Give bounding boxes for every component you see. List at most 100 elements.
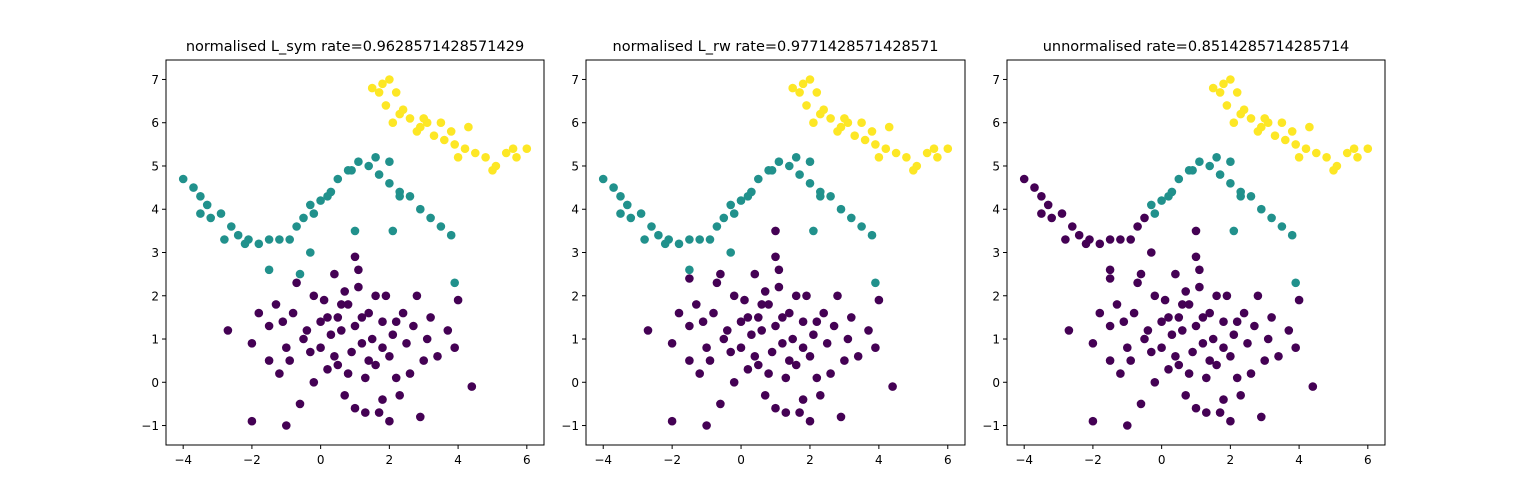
data-point-cluster-2	[891, 148, 901, 158]
data-point-cluster-1	[805, 157, 815, 166]
data-point-cluster-2	[812, 88, 822, 97]
data-point-cluster-0	[816, 391, 825, 400]
data-point-cluster-2	[1232, 88, 1242, 97]
data-point-cluster-0	[723, 326, 732, 335]
data-point-cluster-0	[1150, 378, 1160, 387]
data-point-cluster-2	[1349, 144, 1359, 153]
data-point-cluster-2	[922, 148, 932, 158]
data-point-cluster-2	[1305, 122, 1314, 132]
data-point-cluster-2	[819, 105, 828, 114]
data-point-cluster-2	[398, 105, 408, 114]
data-point-cluster-2	[412, 127, 422, 136]
y-tick-label: 7	[992, 73, 1000, 87]
data-point-cluster-0	[453, 295, 463, 305]
data-point-cluster-0	[685, 321, 694, 331]
data-point-cluster-0	[774, 282, 784, 292]
data-point-cluster-0	[337, 326, 346, 335]
data-point-cluster-2	[381, 101, 391, 110]
data-point-cluster-0	[771, 226, 780, 236]
data-point-cluster-1	[299, 213, 308, 223]
data-point-cluster-0	[1140, 334, 1149, 344]
data-point-cluster-2	[788, 83, 797, 93]
data-point-cluster-0	[750, 269, 760, 279]
data-point-cluster-1	[374, 170, 384, 179]
data-point-cluster-2	[805, 75, 815, 84]
data-point-cluster-0	[822, 339, 832, 348]
data-point-cluster-0	[409, 321, 418, 331]
data-point-cluster-2	[1301, 144, 1311, 153]
data-point-cluster-0	[467, 382, 477, 391]
data-point-cluster-1	[1164, 192, 1173, 201]
data-point-cluster-1	[695, 235, 704, 244]
data-point-cluster-1	[626, 213, 636, 223]
data-point-cluster-1	[1287, 230, 1297, 240]
data-point-cluster-2	[378, 79, 387, 89]
data-point-cluster-1	[726, 248, 735, 257]
data-point-cluster-2	[512, 153, 521, 162]
data-point-cluster-0	[1191, 252, 1201, 262]
data-point-cluster-0	[292, 278, 301, 288]
data-point-cluster-2	[1208, 83, 1218, 93]
data-point-cluster-0	[705, 356, 715, 365]
data-point-cluster-1	[306, 248, 315, 257]
data-point-cluster-2	[833, 127, 842, 136]
data-point-cluster-0	[1222, 291, 1232, 301]
y-tick-label: 7	[571, 73, 579, 87]
data-point-cluster-0	[350, 403, 360, 413]
data-point-cluster-0	[643, 326, 653, 335]
data-point-cluster-0	[371, 360, 380, 370]
data-point-cluster-1	[654, 230, 663, 240]
data-point-cluster-1	[196, 209, 205, 218]
y-tick-label: 5	[151, 159, 159, 173]
data-point-cluster-1	[350, 226, 360, 236]
x-tick-label: 0	[317, 453, 325, 467]
data-point-cluster-0	[754, 313, 763, 322]
data-point-cluster-0	[309, 378, 319, 387]
data-point-cluster-1	[805, 179, 815, 188]
data-point-cluster-2	[850, 131, 859, 140]
data-point-cluster-0	[764, 369, 773, 378]
data-point-cluster-0	[350, 321, 360, 331]
y-tick-label: 6	[571, 116, 579, 130]
data-point-cluster-0	[330, 352, 339, 361]
data-point-cluster-1	[836, 204, 846, 214]
data-point-cluster-0	[264, 321, 274, 331]
data-point-cluster-2	[1239, 105, 1249, 114]
data-point-cluster-0	[381, 291, 391, 301]
x-tick-label: −4	[594, 453, 612, 467]
data-point-cluster-0	[374, 408, 384, 417]
data-point-cluster-0	[729, 291, 739, 301]
data-point-cluster-0	[778, 339, 787, 348]
data-point-cluster-0	[285, 356, 295, 365]
data-point-cluster-0	[1205, 308, 1214, 318]
data-point-cluster-0	[1232, 373, 1242, 383]
data-point-cluster-0	[247, 339, 257, 348]
data-point-cluster-1	[774, 157, 784, 166]
data-point-cluster-1	[364, 161, 374, 171]
data-point-cluster-0	[771, 252, 780, 262]
data-point-cluster-0	[757, 300, 766, 309]
data-point-cluster-0	[1123, 343, 1132, 353]
data-point-cluster-0	[812, 317, 822, 327]
data-point-cluster-0	[802, 291, 811, 301]
data-point-cluster-2	[1329, 166, 1338, 175]
data-point-cluster-0	[1074, 230, 1084, 240]
data-point-cluster-2	[385, 75, 394, 84]
data-point-cluster-2	[1294, 153, 1304, 162]
data-point-cluster-2	[1342, 148, 1352, 158]
data-point-cluster-0	[812, 373, 822, 383]
data-point-cluster-0	[1195, 265, 1204, 275]
data-point-cluster-0	[702, 421, 711, 430]
data-point-cluster-0	[1274, 352, 1283, 361]
data-points	[178, 75, 532, 430]
data-point-cluster-1	[847, 213, 856, 223]
data-point-cluster-0	[1164, 313, 1173, 322]
data-point-cluster-0	[309, 291, 319, 301]
data-point-cluster-1	[640, 235, 649, 244]
data-point-cluster-0	[795, 408, 804, 417]
data-point-cluster-2	[508, 144, 518, 153]
data-point-cluster-0	[450, 343, 460, 353]
data-point-cluster-0	[836, 412, 846, 422]
data-point-cluster-2	[440, 135, 449, 145]
data-point-cluster-1	[416, 204, 425, 214]
